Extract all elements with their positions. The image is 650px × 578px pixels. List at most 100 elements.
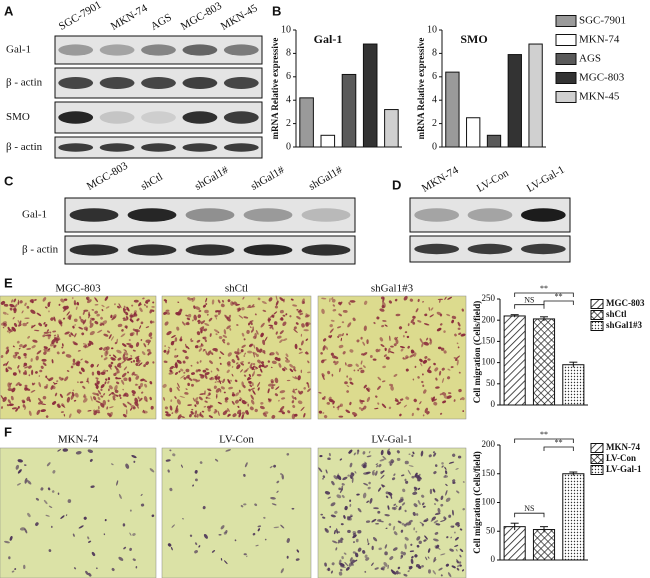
cell <box>462 481 465 483</box>
cell <box>53 316 56 322</box>
cell <box>362 492 367 499</box>
cell <box>410 318 415 324</box>
cell <box>46 462 51 467</box>
cell <box>434 498 439 502</box>
cell <box>61 346 64 349</box>
cell <box>110 356 115 361</box>
cell <box>88 540 92 543</box>
cell <box>252 532 256 536</box>
cell <box>194 414 197 418</box>
cell <box>227 299 231 303</box>
cell <box>449 548 454 552</box>
cell <box>194 542 198 546</box>
cell <box>251 304 255 308</box>
cell <box>341 494 345 499</box>
cell <box>202 505 206 510</box>
cell <box>392 525 396 531</box>
cell <box>301 323 305 328</box>
cell <box>190 364 193 367</box>
row-label: β - actin <box>22 244 59 256</box>
cell <box>116 381 120 385</box>
cell <box>65 354 72 358</box>
cell <box>241 400 247 405</box>
cell <box>352 559 355 563</box>
cell <box>59 320 63 327</box>
cell <box>83 326 88 331</box>
cell <box>421 301 425 303</box>
cell <box>448 461 455 464</box>
cell <box>429 488 433 495</box>
legend-label: MGC-803 <box>606 298 645 308</box>
cell <box>203 533 208 539</box>
band <box>99 44 135 56</box>
cell <box>357 507 362 513</box>
cell <box>271 386 274 390</box>
cell <box>256 381 261 388</box>
band <box>185 244 235 256</box>
cell <box>12 372 17 376</box>
significance-bracket <box>514 438 574 443</box>
cell <box>110 463 114 466</box>
cell <box>19 370 21 373</box>
cell <box>43 351 47 355</box>
cell <box>26 305 30 309</box>
cell <box>421 494 425 498</box>
cell <box>396 457 401 461</box>
cell <box>213 410 217 414</box>
cell <box>107 388 110 392</box>
cell <box>352 534 357 539</box>
cell <box>117 323 123 328</box>
cell <box>81 332 85 336</box>
cell <box>237 409 242 415</box>
bar <box>320 134 336 148</box>
cell <box>172 453 176 457</box>
cell <box>96 567 98 570</box>
cell <box>220 525 225 530</box>
cell <box>136 318 140 322</box>
cell <box>93 396 97 401</box>
cell <box>431 396 435 402</box>
cell <box>357 529 362 534</box>
cell <box>349 499 352 503</box>
cell <box>334 360 339 366</box>
y-tick-label: 200 <box>482 439 496 449</box>
panel-label: B <box>272 3 281 18</box>
cell <box>404 460 409 465</box>
cell <box>194 345 199 349</box>
cell <box>264 365 269 369</box>
cell <box>9 382 13 386</box>
cell <box>417 376 420 379</box>
cell <box>324 562 327 567</box>
legend-swatch <box>590 321 604 331</box>
cell <box>125 316 129 320</box>
cell <box>294 343 298 350</box>
cell <box>30 309 36 314</box>
cell <box>263 411 269 415</box>
image-title: shCtl <box>225 283 248 295</box>
cell <box>246 555 248 558</box>
significance-label: ** <box>540 430 548 439</box>
cell <box>409 550 415 553</box>
cell <box>412 321 416 325</box>
cell <box>97 380 100 385</box>
cell <box>375 395 378 398</box>
cell <box>461 569 465 572</box>
cell <box>412 491 418 495</box>
cell <box>347 474 350 477</box>
cell <box>243 338 246 341</box>
y-tick-label: 100 <box>482 357 496 367</box>
cell <box>152 320 155 324</box>
cell <box>48 310 50 313</box>
cell <box>407 323 410 327</box>
cell <box>195 400 199 405</box>
cell <box>196 361 199 364</box>
cell <box>418 565 422 569</box>
cell <box>352 551 357 554</box>
cell <box>403 404 407 408</box>
cell <box>176 386 180 392</box>
cell <box>17 324 21 327</box>
cell <box>382 302 386 308</box>
cell <box>351 477 354 484</box>
cell <box>193 305 196 310</box>
cell <box>322 412 325 414</box>
